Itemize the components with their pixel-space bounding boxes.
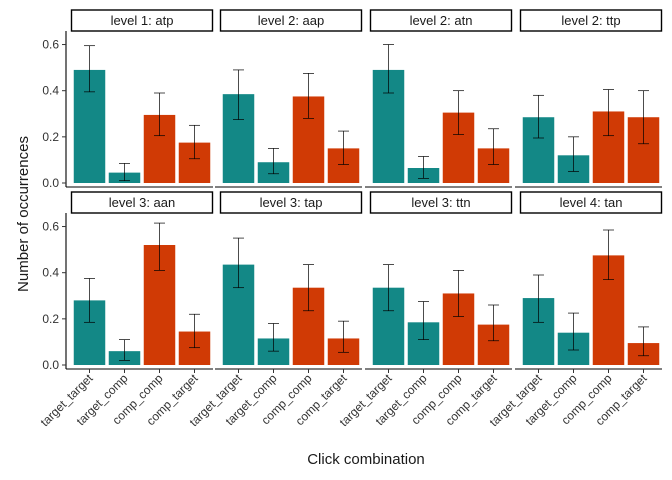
- facet-strip-label: level 2: ttp: [561, 13, 620, 28]
- facet-strip: [519, 9, 663, 32]
- y-tick-label: 0.2: [42, 312, 59, 326]
- facet-strip-label: level 3: aan: [109, 195, 176, 210]
- facet-panel: level 2: ttp: [515, 9, 663, 188]
- facet-panels: level 1: atp 0.0 0.2 0.4 0.6 level 2: aap leve…: [38, 9, 663, 429]
- y-axis-title: Number of occurrences: [15, 136, 32, 292]
- facet-panel: level 4: tantarget_targettarget_compcomp…: [487, 191, 663, 429]
- facet-strip-label: level 4: tan: [560, 195, 623, 210]
- y-tick-label: 0.2: [42, 130, 59, 144]
- facet-strip-label: level 2: atn: [410, 13, 473, 28]
- facet-strip: [519, 191, 663, 214]
- x-axis-title: Click combination: [307, 451, 425, 468]
- facet-strip: [219, 9, 363, 32]
- facet-panel: level 2: aap: [215, 9, 363, 188]
- facet-strip-label: level 3: ttn: [411, 195, 470, 210]
- facet-strip: [369, 9, 513, 32]
- facet-panel: level 2: atn: [365, 9, 513, 188]
- facet-strip: [219, 191, 363, 214]
- y-tick-label: 0.6: [42, 38, 59, 52]
- facet-panel: level 3: ttntarget_targettarget_compcomp…: [337, 191, 513, 429]
- facet-strip-label: level 1: atp: [111, 13, 174, 28]
- facet-strip-label: level 3: tap: [260, 195, 323, 210]
- facet-panel: level 1: atp 0.0 0.2 0.4 0.6: [42, 9, 214, 190]
- facet-strip-label: level 2: aap: [258, 13, 325, 28]
- y-tick-label: 0.6: [42, 220, 59, 234]
- y-tick-label: 0.4: [42, 266, 59, 280]
- y-tick-label: 0.4: [42, 84, 59, 98]
- facet-panel: level 3: taptarget_targettarget_compcomp…: [187, 191, 363, 429]
- y-tick-label: 0.0: [42, 176, 59, 190]
- y-tick-label: 0.0: [42, 358, 59, 372]
- facet-strip: [70, 191, 214, 214]
- facet-strip: [70, 9, 214, 32]
- facet-panel: level 3: aan0.00.20.40.6target_targettar…: [38, 191, 214, 429]
- facet-strip: [369, 191, 513, 214]
